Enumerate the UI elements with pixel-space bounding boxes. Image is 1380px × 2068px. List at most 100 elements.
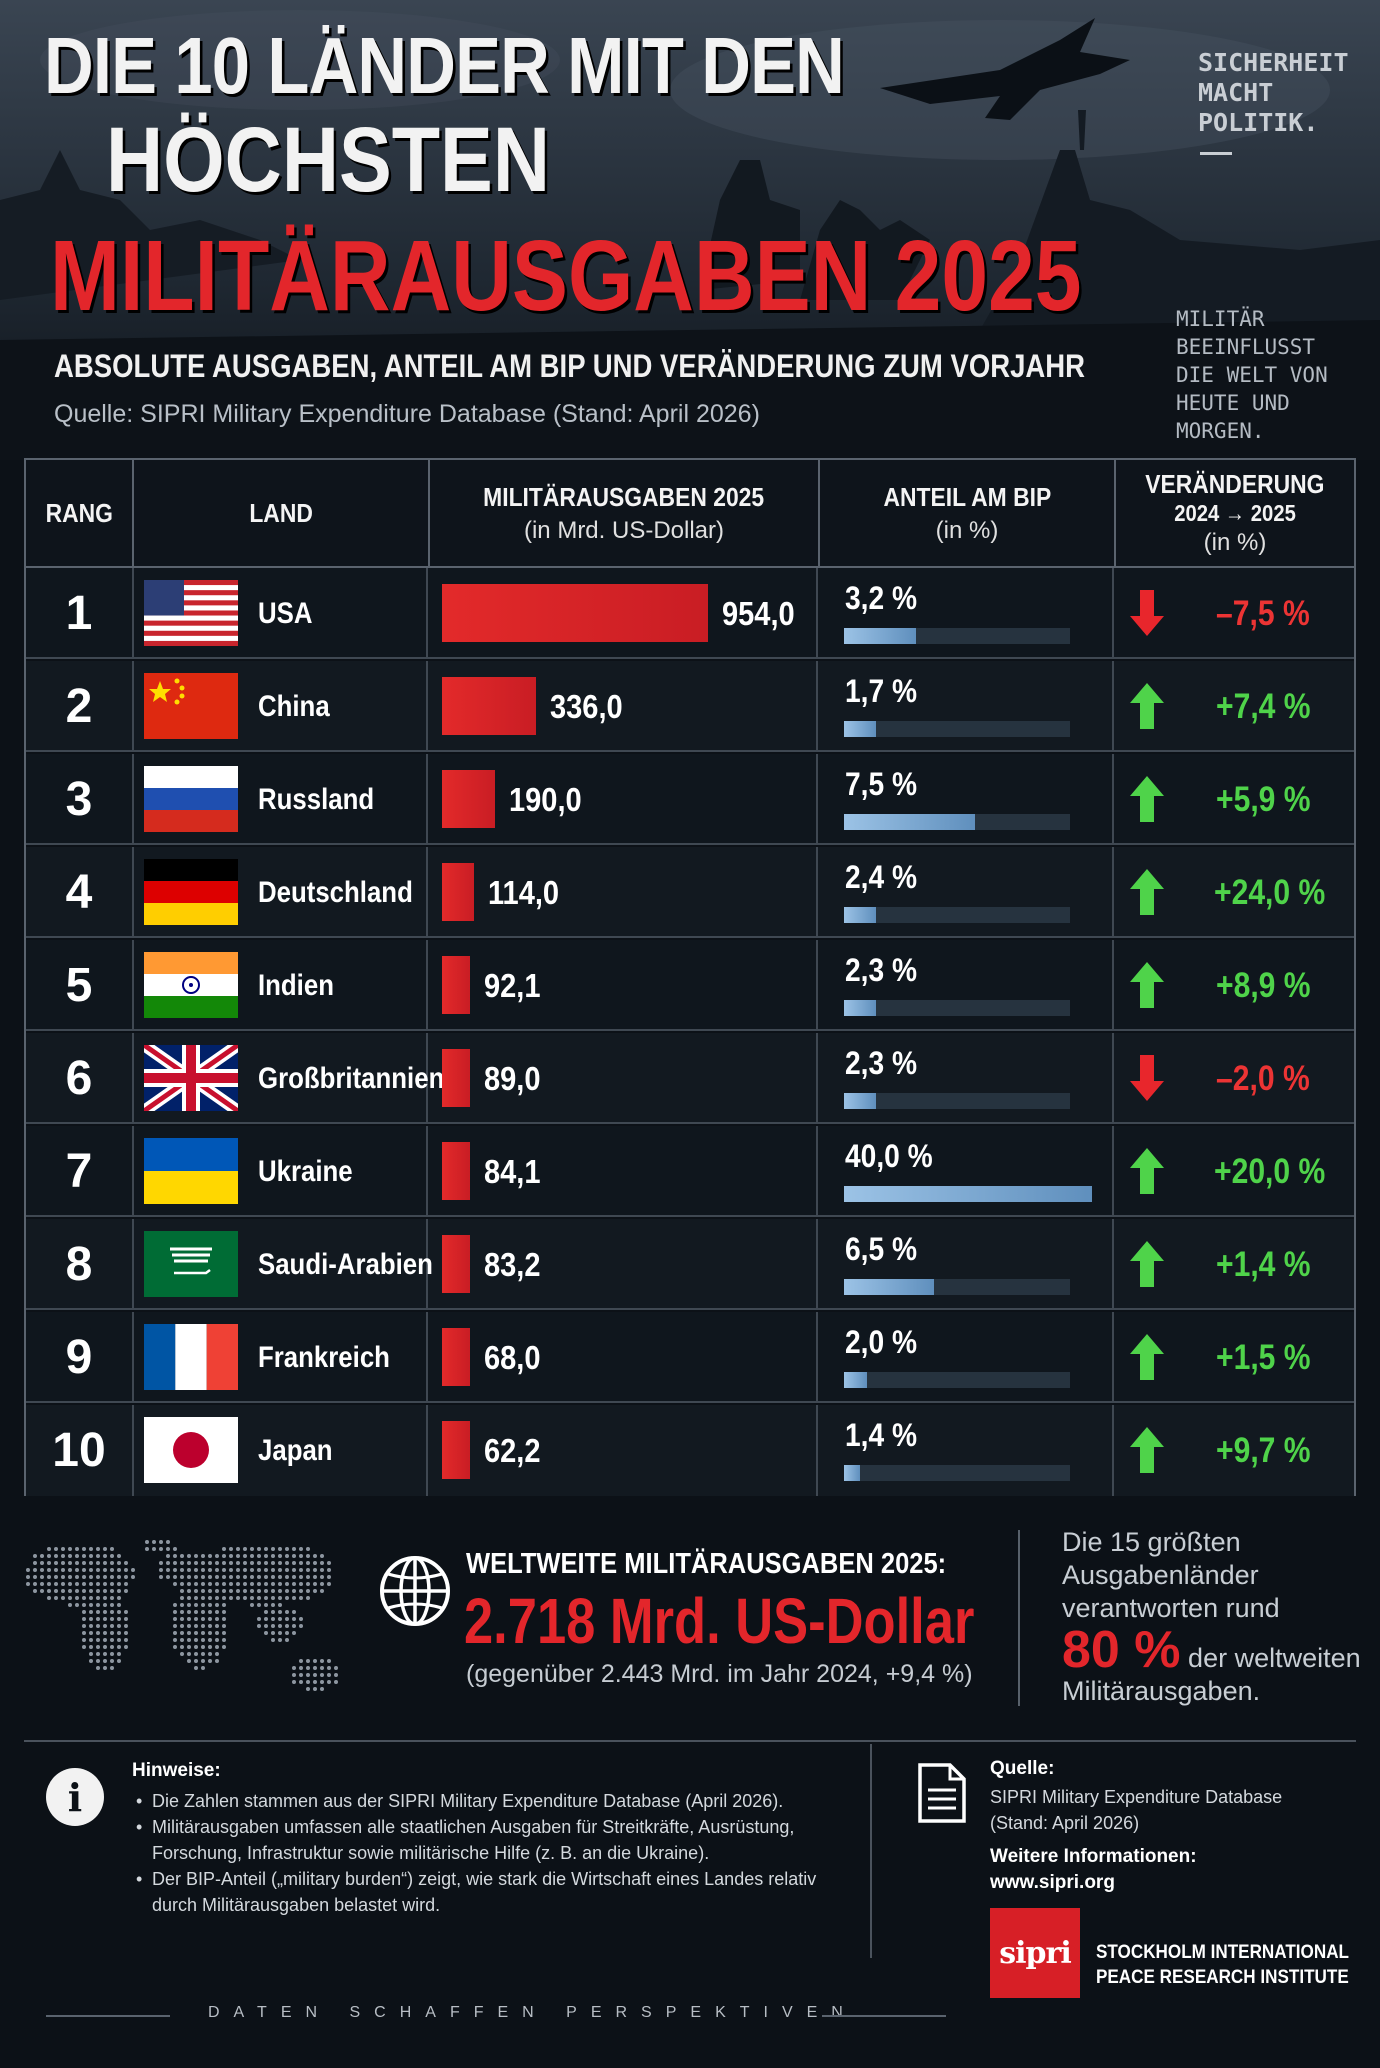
saudi-flag	[144, 1231, 238, 1297]
header-change-years: 2024 → 2025	[1174, 500, 1296, 526]
column-separator	[132, 568, 134, 659]
rank-number: 8	[65, 1238, 93, 1291]
header-change-unit: (in %)	[1203, 529, 1267, 556]
header-spending-unit: (in Mrd. US-Dollar)	[523, 516, 724, 544]
gdp-share-track	[844, 628, 1070, 644]
table-header: RANG LAND MILITÄRAUSGABEN 2025 (in Mrd. …	[26, 460, 1354, 568]
change-value: +8,9 %	[1216, 965, 1311, 1005]
sipri-logo: sipri	[990, 1908, 1080, 1998]
arrow-up-icon	[1130, 683, 1164, 729]
spending-value: 89,0	[484, 1059, 541, 1097]
title-line-2: HÖCHSTEN	[106, 109, 550, 211]
table-row: 8 Saudi-Arabien 83,2 6,5 % +1,4 %	[26, 1219, 1354, 1310]
column-separator	[1112, 847, 1114, 938]
change-value: +20,0 %	[1214, 1151, 1326, 1191]
top15-text: der weltweiten	[1188, 1643, 1361, 1673]
gdp-share-track	[844, 1279, 1070, 1295]
usa-flag	[144, 580, 238, 646]
spending-bar	[442, 770, 495, 828]
column-separator	[1112, 1033, 1114, 1124]
spending-bar	[442, 1049, 470, 1107]
column-separator	[816, 661, 818, 752]
change-value: +9,7 %	[1216, 1430, 1311, 1470]
change-value: +7,4 %	[1216, 686, 1311, 726]
note-item: Der BIP-Anteil („military burden“) zeigt…	[136, 1866, 846, 1918]
rank-number: 5	[65, 959, 93, 1012]
spending-value: 190,0	[509, 780, 582, 818]
column-separator	[1112, 1219, 1114, 1310]
spending-value: 336,0	[550, 687, 623, 725]
column-separator	[132, 754, 134, 845]
spending-value: 62,2	[484, 1431, 541, 1469]
gdp-share-track	[844, 1093, 1070, 1109]
note-item: Militärausgaben umfassen alle staatliche…	[136, 1814, 846, 1866]
gdp-share-track	[844, 1186, 1092, 1202]
france-flag	[144, 1324, 238, 1390]
column-separator	[132, 1033, 134, 1124]
header-country-label: LAND	[249, 497, 313, 528]
column-separator	[1112, 568, 1114, 659]
country-name: Frankreich	[258, 1340, 390, 1374]
country-name: Deutschland	[258, 875, 413, 909]
arrow-down-icon	[1130, 1055, 1164, 1101]
header-gdp-label: ANTEIL AM BIP	[883, 481, 1051, 512]
spending-bar	[442, 863, 474, 921]
tagline-top-line: SICHERHEIT	[1198, 48, 1349, 77]
subtitle: ABSOLUTE AUSGABEN, ANTEIL AM BIP UND VER…	[54, 348, 1086, 384]
tagline-side-line: HEUTE UND	[1176, 391, 1290, 415]
country-name: Großbritannien	[258, 1061, 445, 1095]
tagline-underline	[1200, 152, 1232, 155]
gdp-share-value: 2,3 %	[845, 952, 918, 988]
spending-value: 954,0	[722, 594, 795, 632]
uk-flag	[144, 1045, 238, 1111]
column-separator	[1112, 1312, 1114, 1403]
table-row: 6 Großbritannien 89,0 2,3 % –2,0 %	[26, 1033, 1354, 1124]
gdp-share-value: 2,0 %	[845, 1324, 918, 1360]
change-value: +5,9 %	[1216, 779, 1311, 819]
change-value: –2,0 %	[1216, 1058, 1310, 1098]
column-separator	[816, 754, 818, 845]
top15-text: Militärausgaben.	[1062, 1676, 1261, 1706]
more-info-title: Weitere Informationen:	[990, 1846, 1197, 1867]
tagline-side-line: MILITÄR	[1176, 307, 1265, 331]
top15-share-line: 80 % der weltweiten	[1062, 1624, 1362, 1676]
rank-number: 10	[52, 1424, 106, 1477]
gdp-share-bar	[844, 814, 976, 830]
table-row: 5 Indien 92,1 2,3 % +8,9 %	[26, 940, 1354, 1031]
arrow-up-icon	[1130, 1334, 1164, 1380]
top15-text: Die 15 größten	[1062, 1527, 1241, 1557]
column-separator	[132, 1405, 134, 1496]
change-value: +24,0 %	[1214, 872, 1326, 912]
column-separator	[816, 940, 818, 1031]
country-name: Ukraine	[258, 1154, 353, 1188]
arrow-down-icon	[1130, 590, 1164, 636]
more-info-link[interactable]: www.sipri.org	[990, 1872, 1115, 1893]
spending-value: 92,1	[484, 966, 541, 1004]
spending-value: 68,0	[484, 1338, 541, 1376]
column-separator	[132, 1219, 134, 1310]
top15-note: Die 15 größten Ausgabenländer verantwort…	[1062, 1526, 1362, 1708]
spending-value: 114,0	[488, 873, 560, 911]
change-value: +1,4 %	[1216, 1244, 1311, 1284]
rank-number: 4	[65, 866, 93, 919]
footer-divider	[24, 1740, 1356, 1742]
world-spending-value: 2.718 Mrd. US-Dollar	[464, 1585, 975, 1657]
arrow-up-icon	[1130, 776, 1164, 822]
rank-number: 9	[65, 1331, 93, 1384]
column-separator	[426, 940, 428, 1031]
gdp-share-bar	[844, 1093, 876, 1109]
summary-divider	[1018, 1530, 1020, 1706]
gdp-share-track	[844, 721, 1070, 737]
column-separator	[816, 847, 818, 938]
gdp-share-bar	[844, 1465, 860, 1481]
gdp-share-bar	[844, 1000, 876, 1016]
gdp-share-value: 6,5 %	[845, 1231, 918, 1267]
source-title: Quelle:	[990, 1758, 1055, 1779]
gdp-share-value: 1,4 %	[845, 1417, 918, 1453]
gdp-share-track	[844, 814, 1070, 830]
tagline-rule-left	[46, 2015, 170, 2017]
spending-bar	[442, 1142, 470, 1200]
india-flag	[144, 952, 238, 1018]
title-line-1: DIE 10 LÄNDER MIT DEN	[44, 21, 845, 110]
arrow-up-icon	[1130, 962, 1164, 1008]
